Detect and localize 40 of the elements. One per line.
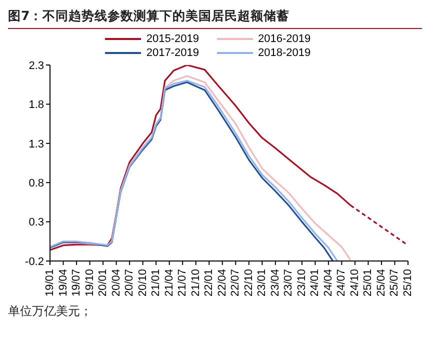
x-tick-label: 19/10 — [84, 269, 96, 297]
x-tick-label: 24/10 — [348, 269, 361, 297]
x-tick-label: 20/07 — [124, 269, 136, 297]
x-tick-label: 24/04 — [322, 269, 334, 297]
chart-title: 图7：不同趋势线参数测算下的美国居民超额储蓄 — [8, 8, 422, 29]
x-tick-label: 23/01 — [256, 269, 268, 297]
y-tick-label: -0.2 — [25, 256, 44, 268]
x-tick-label: 23/10 — [296, 269, 308, 297]
x-tick-label: 19/07 — [70, 269, 83, 297]
legend-label: 2017-2019 — [146, 47, 199, 59]
x-tick-label: 22/07 — [230, 269, 242, 297]
x-tick-label: 22/04 — [216, 269, 228, 297]
legend-label: 2015-2019 — [146, 33, 199, 45]
x-tick-label: 22/10 — [242, 269, 255, 297]
x-tick-label: 25/01 — [362, 269, 374, 297]
x-tick-label: 25/10 — [402, 269, 414, 297]
x-tick-label: 25/04 — [375, 269, 388, 297]
y-tick-label: 0.8 — [28, 178, 44, 190]
x-tick-label: 22/01 — [203, 269, 216, 297]
x-tick-label: 21/10 — [190, 269, 202, 297]
x-tick-label: 21/01 — [150, 269, 162, 297]
x-tick-label: 24/01 — [309, 269, 322, 297]
x-tick-label: 20/01 — [97, 269, 110, 297]
y-tick-label: 0.3 — [28, 216, 44, 229]
x-tick-label: 21/07 — [176, 269, 189, 297]
y-tick-label: 1.8 — [28, 99, 44, 112]
text: 单位万亿美元； — [8, 303, 93, 320]
x-tick-label: 25/07 — [388, 269, 401, 297]
x-tick-label: 21/04 — [163, 269, 176, 297]
x-tick-label: 19/04 — [57, 269, 70, 297]
x-tick-label: 20/10 — [136, 269, 149, 297]
legend-label: 2016-2019 — [258, 33, 311, 45]
legend-label: 2018-2019 — [258, 47, 311, 59]
x-tick-label: 20/04 — [110, 269, 122, 297]
x-tick-label: 23/04 — [269, 269, 282, 297]
x-tick-label: 23/07 — [282, 269, 295, 297]
y-tick-label: 1.3 — [28, 138, 44, 150]
x-tick-label: 19/01 — [44, 269, 56, 297]
y-tick-label: 2.3 — [28, 60, 44, 72]
x-tick-label: 24/07 — [336, 269, 348, 297]
